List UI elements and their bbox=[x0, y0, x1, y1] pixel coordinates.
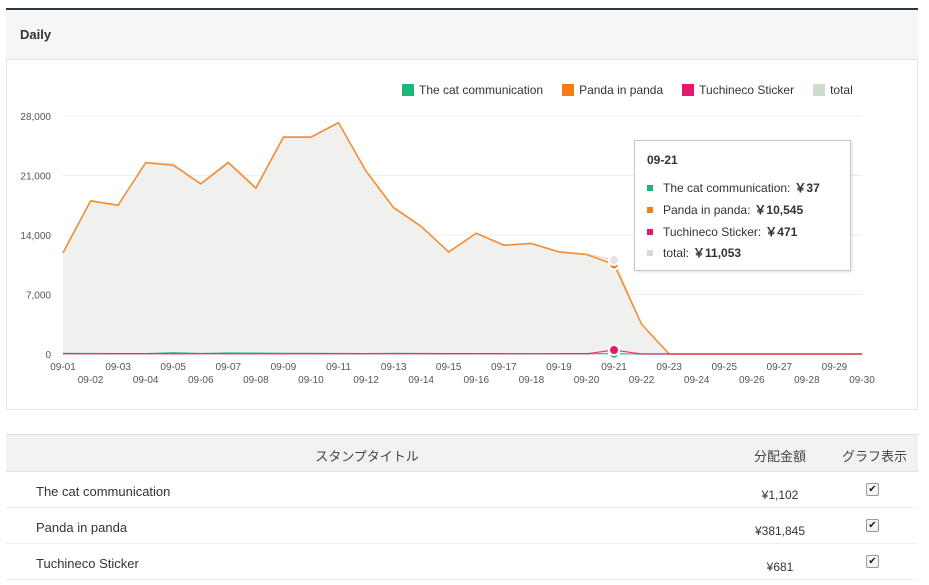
table-row: The cat communication ¥1,102 ✔ bbox=[6, 472, 918, 508]
y-tick-label: 28,000 bbox=[20, 112, 51, 123]
x-tick-label: 09-29 bbox=[822, 362, 848, 373]
sticker-name: Tuchineco Sticker bbox=[36, 556, 139, 571]
x-tick-label: 09-17 bbox=[491, 362, 517, 373]
table-header: スタンプタイトル 分配金額 グラフ表示 bbox=[6, 434, 918, 472]
x-tick-label: 09-04 bbox=[133, 375, 159, 386]
y-tick-label: 21,000 bbox=[20, 172, 51, 183]
y-tick-label: 7,000 bbox=[26, 291, 51, 302]
series-dot-icon bbox=[647, 184, 653, 191]
legend-item-panda-in-panda[interactable]: Panda in panda bbox=[562, 83, 663, 97]
legend-swatch-icon bbox=[682, 84, 695, 96]
sticker-amount: ¥1,102 bbox=[761, 488, 799, 502]
sticker-amount: ¥681 bbox=[766, 560, 794, 574]
graph-toggle-checkbox[interactable]: ✔ bbox=[866, 483, 879, 496]
legend-label: Tuchineco Sticker bbox=[699, 83, 795, 97]
x-tick-label: 09-16 bbox=[463, 375, 489, 386]
x-tick-label: 09-14 bbox=[408, 375, 434, 386]
tooltip-value: ￥37 bbox=[794, 181, 820, 195]
x-tick-label: 09-30 bbox=[849, 375, 875, 386]
x-tick-label: 09-07 bbox=[216, 362, 242, 373]
tooltip-row-panda: Panda in panda: ￥10,545 bbox=[647, 201, 803, 218]
y-tick-label: 0 bbox=[45, 350, 51, 361]
header-amount: 分配金額 bbox=[754, 449, 807, 464]
legend-label: Panda in panda bbox=[579, 83, 664, 97]
legend-swatch-icon bbox=[813, 84, 826, 96]
highlight-point-total bbox=[608, 254, 621, 267]
x-tick-label: 09-20 bbox=[574, 375, 600, 386]
x-tick-label: 09-27 bbox=[767, 362, 793, 373]
x-tick-label: 09-23 bbox=[656, 362, 682, 373]
sticker-table: スタンプタイトル 分配金額 グラフ表示 The cat communicatio… bbox=[6, 434, 918, 580]
series-dot-icon bbox=[647, 249, 653, 256]
x-tick-label: 09-05 bbox=[160, 362, 186, 373]
x-tick-label: 09-28 bbox=[794, 375, 820, 386]
sticker-name: Panda in panda bbox=[36, 520, 128, 535]
x-tick-label: 09-12 bbox=[353, 375, 379, 386]
sticker-amount: ¥381,845 bbox=[754, 524, 806, 538]
x-tick-label: 09-22 bbox=[629, 375, 655, 386]
legend-swatch-icon bbox=[562, 84, 575, 96]
table-row: Panda in panda ¥381,845 ✔ bbox=[6, 508, 918, 544]
tooltip-label: Tuchineco Sticker: bbox=[663, 224, 762, 239]
x-tick-label: 09-11 bbox=[326, 362, 351, 373]
highlight-point-tuchineco-sticker bbox=[608, 343, 621, 356]
panel-title: Daily bbox=[20, 27, 52, 42]
header-title: スタンプタイトル bbox=[315, 449, 419, 464]
tooltip-label: total: bbox=[663, 245, 690, 260]
series-line-tuchineco-sticker bbox=[62, 349, 862, 355]
tooltip-value: ￥11,053 bbox=[693, 246, 742, 260]
x-tick-label: 09-26 bbox=[739, 375, 765, 386]
series-dot-icon bbox=[647, 228, 653, 235]
series-dot-icon bbox=[647, 206, 653, 213]
legend-swatch-icon bbox=[402, 84, 414, 96]
legend-item-total[interactable]: total bbox=[813, 83, 853, 97]
legend-label: The cat communication bbox=[419, 83, 544, 97]
x-tick-label: 09-10 bbox=[298, 375, 324, 386]
chart-legend: The cat communication Panda in panda Tuchi… bbox=[402, 83, 853, 97]
x-tick-label: 09-13 bbox=[381, 362, 407, 373]
x-tick-label: 09-18 bbox=[519, 375, 545, 386]
sticker-name: The cat communication bbox=[36, 484, 171, 499]
graph-toggle-checkbox[interactable]: ✔ bbox=[866, 555, 879, 568]
tooltip-value: ￥471 bbox=[765, 225, 798, 239]
graph-toggle-checkbox[interactable]: ✔ bbox=[866, 519, 879, 532]
tooltip-row-tuchineco: Tuchineco Sticker: ￥471 bbox=[647, 223, 797, 240]
chart-tooltip: 09-21 The cat communication: ￥37 Panda i… bbox=[634, 140, 851, 271]
panel-header: Daily bbox=[6, 10, 918, 60]
y-tick-label: 14,000 bbox=[20, 231, 51, 242]
x-tick-label: 09-09 bbox=[271, 362, 297, 373]
series-area-total bbox=[63, 122, 862, 355]
x-tick-label: 09-21 bbox=[601, 362, 627, 373]
tooltip-label: The cat communication: bbox=[663, 180, 791, 195]
tooltip-row-total: total: ￥11,053 bbox=[647, 244, 741, 261]
tooltip-date: 09-21 bbox=[647, 153, 678, 167]
x-tick-label: 09-01 bbox=[50, 362, 76, 373]
table-row: Tuchineco Sticker ¥681 ✔ bbox=[6, 544, 918, 580]
tooltip-row-cat: The cat communication: ￥37 bbox=[647, 179, 820, 196]
x-tick-label: 09-02 bbox=[78, 375, 104, 386]
x-tick-label: 09-06 bbox=[188, 375, 214, 386]
tooltip-label: Panda in panda: bbox=[663, 202, 751, 217]
tooltip-value: ￥10,545 bbox=[754, 203, 804, 217]
top-rule bbox=[6, 8, 918, 10]
daily-chart: 28,00021,00014,0007,000009-0109-0209-030… bbox=[20, 112, 875, 386]
legend-item-tuchineco-sticker[interactable]: Tuchineco Sticker bbox=[682, 83, 794, 97]
legend-label: total bbox=[830, 83, 853, 97]
x-tick-label: 09-03 bbox=[105, 362, 131, 373]
x-tick-label: 09-08 bbox=[243, 375, 269, 386]
x-tick-label: 09-24 bbox=[684, 375, 710, 386]
x-tick-label: 09-15 bbox=[436, 362, 462, 373]
legend-item-the-cat-communication[interactable]: The cat communication bbox=[402, 83, 543, 97]
header-graph-toggle: グラフ表示 bbox=[842, 449, 908, 464]
x-tick-label: 09-25 bbox=[711, 362, 737, 373]
x-tick-label: 09-19 bbox=[546, 362, 572, 373]
